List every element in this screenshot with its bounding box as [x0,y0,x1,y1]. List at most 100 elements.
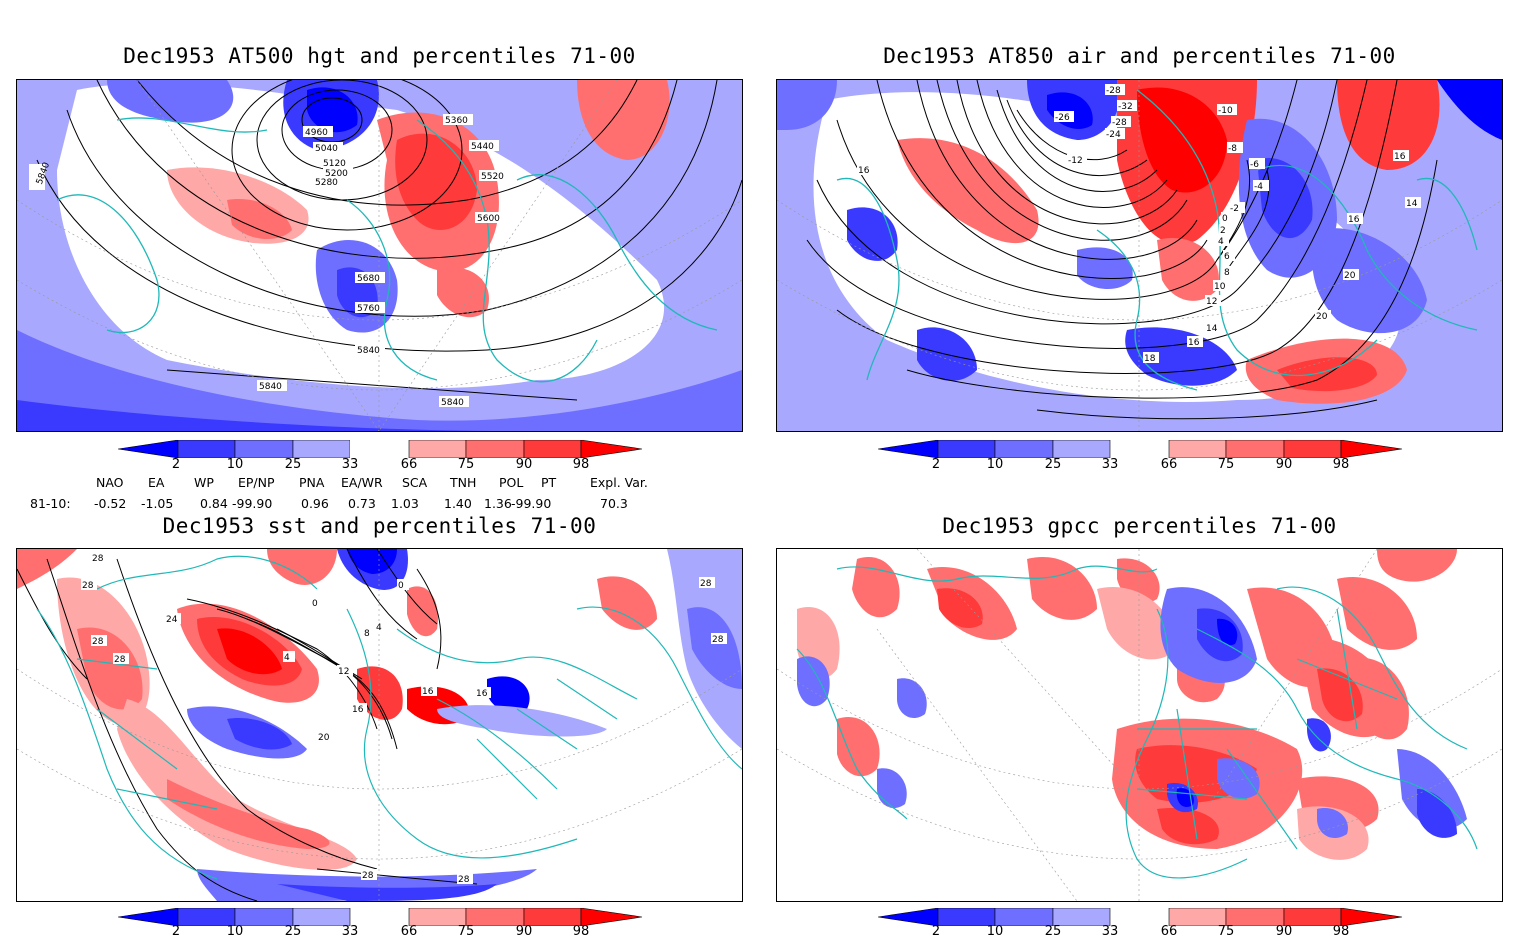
contour-label: 6 [1224,252,1230,262]
colorbar-label: 2 [931,457,941,472]
colorbar-label: 98 [1332,457,1350,472]
contour-label: 5840 [357,346,380,356]
colorbar-bottom-right: 2 10 25 33 66 75 90 98 [877,907,1404,940]
cb-swatch [117,439,179,459]
colorbar-label: 90 [515,924,533,939]
contour-label: -26 [1055,113,1070,123]
contour-label: 8 [1224,268,1230,278]
colorbar-label: 90 [515,457,533,472]
contour-label: -10 [1218,106,1233,116]
panel-title-air850: Dec1953 AT850 air and percentiles 71-00 [883,44,1396,68]
colorbar-label: 2 [931,924,941,939]
colorbar-top-left: 2 10 25 33 66 75 90 98 [117,439,644,476]
index-value-row: 81-10: -0.52 -1.05 0.84 -99.90 0.96 0.73… [0,496,760,512]
index-header: Expl. Var. [590,475,648,490]
contour-label: 20 [318,733,330,743]
contour-label: 5040 [315,144,338,154]
index-header: SCA [402,475,428,490]
index-header: POL [499,475,524,490]
colorbar-label: 98 [572,457,590,472]
colorbar-label: 10 [226,457,244,472]
colorbar-label: 25 [1044,924,1062,939]
contour-label: 28 [362,871,374,881]
contour-label: 5680 [357,274,380,284]
index-value: -99.90 [511,496,552,511]
contour-label: 20 [1316,312,1328,322]
colorbar-bottom-left: 2 10 25 33 66 75 90 98 [117,907,644,940]
index-header: EA/WR [341,475,383,490]
colorbar-label: 25 [284,457,302,472]
colorbar-top-right-svg [877,439,1403,459]
contour-label: 0 [312,599,318,609]
map-hgt500-svg: 4960 5040 5120 5200 5280 5360 5440 5520 … [17,80,742,431]
index-header: NAO [96,475,124,490]
colorbar-label: 66 [1160,457,1178,472]
contour-label: 4 [284,653,290,663]
contour-label: 5840 [259,382,282,392]
contour-label: -6 [1250,160,1259,170]
index-header: WP [194,475,214,490]
map-air850-svg: -28 -26 -32 -28 -24 -12 -10 -8 -6 -4 -2 … [777,80,1502,431]
index-row-label: 81-10: [30,496,71,511]
contour-label: 28 [92,637,104,647]
colorbar-label: 2 [171,924,181,939]
contour-label: 28 [700,579,712,589]
index-header: EA [148,475,165,490]
index-value: -0.52 [94,496,127,511]
map-air850: -28 -26 -32 -28 -24 -12 -10 -8 -6 -4 -2 … [776,79,1503,432]
contour-label: 16 [352,705,364,715]
index-value: 1.03 [391,496,419,511]
map-gpcc [776,548,1503,902]
colorbar-label: 98 [1332,924,1350,939]
colorbar-label: 10 [986,457,1004,472]
contour-label: -24 [1106,130,1121,140]
colorbar-label: 98 [572,924,590,939]
contour-label: 28 [82,581,94,591]
index-value: -99.90 [232,496,273,511]
contour-label: 5200 [325,169,348,179]
colorbar-bottom-right-svg [877,907,1403,927]
contour-label: 12 [1206,297,1217,307]
contour-label: 5120 [323,159,346,169]
colorbar-label: 10 [986,924,1004,939]
colorbar-top-right: 2 10 25 33 66 75 90 98 [877,439,1404,476]
contour-label: -32 [1118,102,1133,112]
contour-label: 8 [364,629,370,639]
colorbar-label: 90 [1275,924,1293,939]
index-header: PNA [299,475,325,490]
contour-label: 4 [376,623,382,633]
contour-label: -2 [1230,204,1239,214]
contour-label: -8 [1228,144,1237,154]
colorbar-label: 66 [400,924,418,939]
contour-label: -12 [1068,156,1083,166]
contour-label: 12 [338,667,349,677]
colorbar-label: 66 [1160,924,1178,939]
index-header: EP/NP [238,475,275,490]
map-hgt500: 4960 5040 5120 5200 5280 5360 5440 5520 … [16,79,743,432]
colorbar-label: 33 [1101,924,1119,939]
index-header-row: NAO EA WP EP/NP PNA EA/WR SCA TNH POL PT… [0,475,760,491]
index-value: 1.36 [484,496,512,511]
map-sst: 28 28 28 28 24 0 0 4 4 8 12 16 16 16 20 … [16,548,743,902]
index-value: 70.3 [600,496,628,511]
contour-label: 16 [1394,152,1406,162]
contour-label: 16 [422,687,434,697]
contour-label: 20 [1344,271,1356,281]
colorbar-label: 90 [1275,457,1293,472]
contour-label: 2 [1220,226,1226,236]
colorbar-label: 75 [1217,457,1235,472]
colorbar-bottom-left-svg [117,907,643,927]
index-value: 0.96 [301,496,329,511]
contour-label: 28 [92,554,104,564]
contour-label: 16 [476,689,488,699]
panel-title-gpcc: Dec1953 gpcc percentiles 71-00 [942,514,1337,538]
contour-label: 16 [1188,338,1200,348]
contour-label: 28 [712,635,724,645]
contour-label: 16 [1348,215,1360,225]
contour-label: 28 [458,875,470,885]
colorbar-label: 33 [341,457,359,472]
contour-label: 24 [166,615,178,625]
contour-label: 5520 [481,172,504,182]
colorbar-label: 33 [1101,457,1119,472]
contour-label: -28 [1112,118,1127,128]
